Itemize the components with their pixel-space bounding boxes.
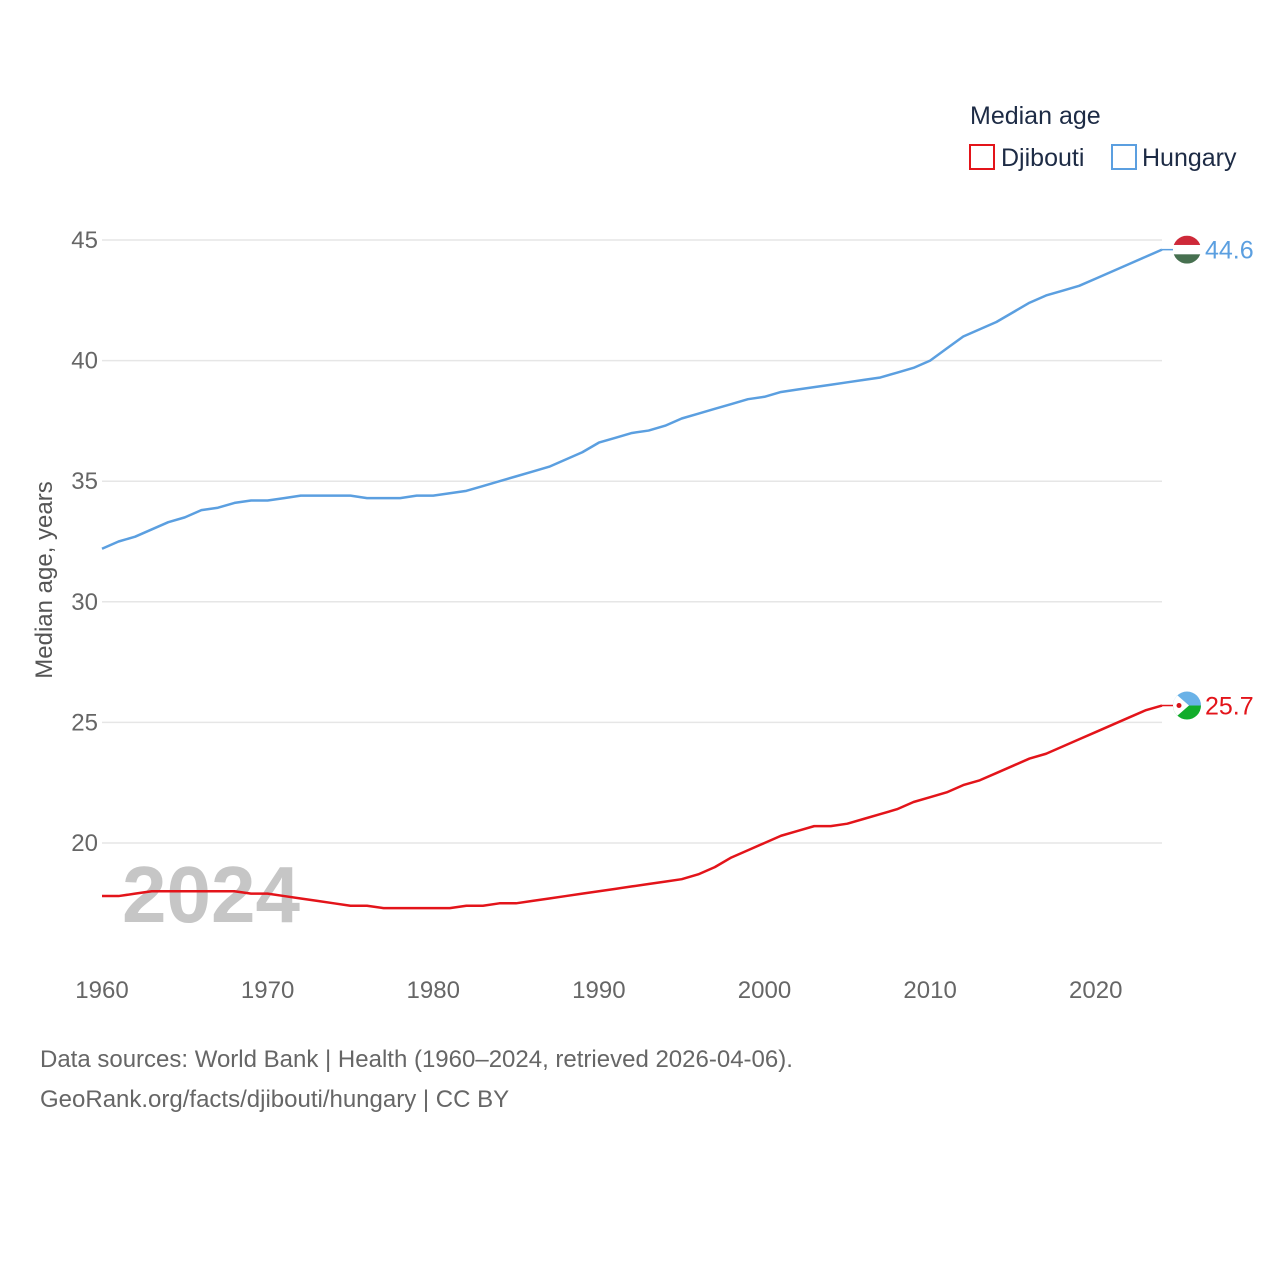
y-tick-label: 30 xyxy=(71,589,98,616)
footer: Data sources: World Bank | Health (1960–… xyxy=(40,1040,793,1120)
y-tick-label: 45 xyxy=(71,227,98,254)
y-axis-ticks: 20 25 30 35 40 45 xyxy=(71,227,98,857)
y-tick-label: 35 xyxy=(71,468,98,495)
end-value-label-hungary: 44.6 xyxy=(1205,237,1254,265)
legend-swatch-hungary xyxy=(1111,144,1137,170)
legend-label-hungary: Hungary xyxy=(1142,144,1237,172)
x-tick-label: 1960 xyxy=(75,977,128,1004)
x-tick-label: 1970 xyxy=(241,977,294,1004)
legend-title: Median age xyxy=(970,102,1101,130)
legend-swatch-djibouti xyxy=(969,144,995,170)
y-axis-title: Median age, years xyxy=(31,481,58,678)
x-tick-label: 2010 xyxy=(903,977,956,1004)
x-axis-ticks: 1960 1970 1980 1990 2000 2010 2020 xyxy=(75,977,1122,1004)
y-tick-label: 20 xyxy=(71,830,98,857)
series-line-djibouti[interactable] xyxy=(102,704,1163,910)
series-lines xyxy=(101,248,1163,910)
x-tick-label: 1990 xyxy=(572,977,625,1004)
legend-item-djibouti[interactable]: Djibouti xyxy=(969,144,1084,172)
series-line-hungary[interactable] xyxy=(101,248,1163,550)
footer-sources: Data sources: World Bank | Health (1960–… xyxy=(40,1046,793,1073)
legend-label-djibouti: Djibouti xyxy=(1001,144,1084,172)
x-tick-label: 2000 xyxy=(738,977,791,1004)
x-tick-label: 1980 xyxy=(407,977,460,1004)
y-tick-label: 40 xyxy=(71,348,98,375)
legend: Median age Djibouti Hungary xyxy=(969,102,1237,172)
flag-hungary-icon xyxy=(1173,235,1201,264)
end-value-label-djibouti: 25.7 xyxy=(1205,693,1254,721)
flag-djibouti-icon xyxy=(1173,691,1201,720)
y-tick-label: 25 xyxy=(71,709,98,736)
gridlines xyxy=(102,239,1162,844)
x-tick-label: 2020 xyxy=(1069,977,1122,1004)
footer-attribution[interactable]: GeoRank.org/facts/djibouti/hungary | CC … xyxy=(40,1086,510,1113)
legend-item-hungary[interactable]: Hungary xyxy=(1111,144,1237,172)
end-markers: 25.7 44.6 xyxy=(1162,235,1254,721)
